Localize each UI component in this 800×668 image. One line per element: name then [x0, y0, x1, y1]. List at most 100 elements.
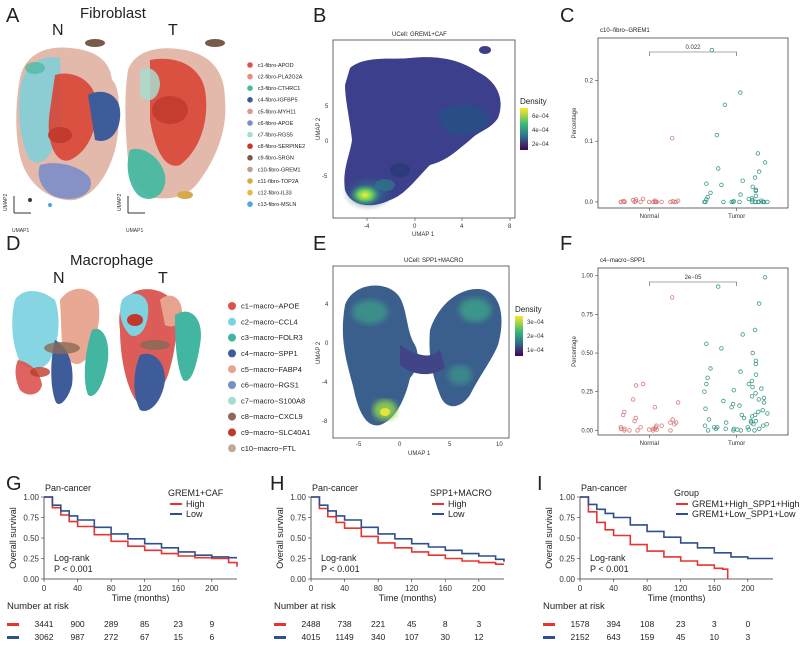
- risk-value: 3441: [35, 619, 54, 629]
- legend-label: c3-fibro-CTHRC1: [258, 86, 300, 92]
- data-point: [749, 394, 755, 399]
- legend-label: c12-fibro-IL33: [258, 191, 292, 197]
- data-point: [705, 375, 710, 380]
- legend-label: c2-fibro-PLA2G2A: [258, 75, 303, 81]
- risk-value: 23: [676, 619, 686, 629]
- y-tick-label: 0.75: [290, 514, 306, 523]
- data-point: [672, 199, 677, 205]
- stat-pvalue: P < 0.001: [54, 564, 93, 574]
- risk-row-swatch: [543, 636, 555, 639]
- x-tick-label: 200: [472, 584, 486, 593]
- x-tick-label: 80: [107, 584, 116, 593]
- data-point: [646, 427, 652, 432]
- data-point: [670, 417, 675, 422]
- risk-value: 394: [606, 619, 620, 629]
- survival-curve: [580, 496, 773, 560]
- data-point: [703, 406, 708, 411]
- risk-value: 45: [407, 619, 417, 629]
- chart-title: Pan-cancer: [45, 483, 91, 493]
- legend-swatch: [228, 333, 236, 342]
- density-b-colorbar: [520, 108, 528, 150]
- survival-curve: [580, 496, 729, 579]
- legend-label: c11-fibro-TOP2A: [258, 179, 299, 185]
- data-point: [640, 381, 646, 387]
- y-tick-label: 0.1: [585, 139, 594, 145]
- legend-swatch: [247, 189, 253, 196]
- density-b-xtick: -4: [364, 224, 370, 230]
- data-point: [761, 395, 767, 401]
- risk-value: 15: [174, 632, 184, 642]
- data-point: [652, 405, 658, 410]
- risk-value: 900: [70, 619, 84, 629]
- y-tick-label: 0.50: [581, 351, 593, 357]
- risk-value: 67: [140, 632, 150, 642]
- density-b-legend-tick: 4e−04: [532, 128, 550, 134]
- risk-value: 987: [70, 632, 84, 642]
- data-point: [755, 151, 761, 156]
- chart-f: c4−macro−SPP1 0.00 0.25 0.50 0.75 1.00 Percent…: [572, 258, 789, 447]
- data-point: [753, 361, 758, 367]
- y-axis-label: Percentage: [572, 336, 578, 367]
- panel-letter-e: E: [313, 233, 326, 255]
- umap1-label-n: UMAP1: [12, 228, 29, 234]
- risk-value: 3: [712, 619, 717, 629]
- y-tick-label: 0.50: [23, 534, 39, 543]
- data-point: [753, 188, 758, 194]
- x-tick-label: 40: [609, 584, 618, 593]
- data-point: [738, 192, 743, 197]
- risk-row-swatch: [543, 623, 555, 626]
- risk-value: 23: [174, 619, 184, 629]
- data-point: [632, 418, 637, 424]
- legend-label: GREM1+High_SPP1+High: [692, 499, 800, 509]
- data-point: [672, 422, 677, 427]
- data-point: [659, 423, 664, 428]
- y-axis-label: Overall survival: [544, 507, 554, 569]
- panel-letter-d: D: [6, 233, 20, 255]
- data-point: [652, 199, 658, 205]
- data-point: [731, 199, 736, 204]
- data-point: [705, 194, 710, 200]
- legend-swatch: [247, 97, 253, 103]
- data-point: [750, 350, 755, 356]
- data-point: [640, 196, 646, 202]
- density-b-ytick: 0: [325, 139, 329, 145]
- y-tick-label: 0.00: [290, 575, 306, 584]
- x-tick-label: 0: [578, 584, 583, 593]
- umap2-label-t: UMAP2: [117, 194, 123, 211]
- chart-title: Pan-cancer: [581, 483, 627, 493]
- data-point: [756, 169, 762, 174]
- data-point: [753, 358, 759, 363]
- x-tick-label: 160: [172, 584, 186, 593]
- data-point: [757, 426, 762, 431]
- data-point: [759, 386, 764, 391]
- legend-swatch: [247, 120, 253, 126]
- data-point: [739, 412, 744, 418]
- y-axis-label: Percentage: [572, 107, 578, 138]
- x-tick-label: 120: [405, 584, 419, 593]
- legend-label: c6−macro−RGS1: [241, 381, 299, 390]
- survival-curve: [311, 496, 504, 565]
- density-b-xtick: 0: [413, 224, 417, 230]
- density-e-legend-tick: 2e−04: [527, 334, 545, 340]
- density-b-xaxis-ticks: [366, 218, 511, 221]
- risk-value: 107: [405, 632, 419, 642]
- data-point: [752, 327, 758, 333]
- data-point: [745, 425, 750, 430]
- density-e-xtick: -5: [356, 442, 362, 448]
- panel-letter-g: G: [6, 473, 22, 495]
- risk-value: 2488: [302, 619, 321, 629]
- legend-label: c5−macro−FABP4: [241, 365, 302, 374]
- risk-value: 10: [710, 632, 720, 642]
- stat-pvalue: P < 0.001: [590, 564, 629, 574]
- y-tick-label: 0.25: [290, 555, 306, 564]
- legend-title: GREM1+CAF: [168, 488, 224, 498]
- y-axis-label: Overall survival: [275, 507, 285, 569]
- x-axis-label: Time (months): [112, 593, 170, 603]
- data-point: [708, 190, 713, 195]
- data-point: [753, 391, 758, 396]
- data-point: [702, 389, 707, 394]
- stat-label: Log-rank: [590, 553, 626, 563]
- macrophage-umap-normal: [12, 288, 109, 405]
- survival-curve: [44, 496, 238, 567]
- x-tick-label: 80: [374, 584, 383, 593]
